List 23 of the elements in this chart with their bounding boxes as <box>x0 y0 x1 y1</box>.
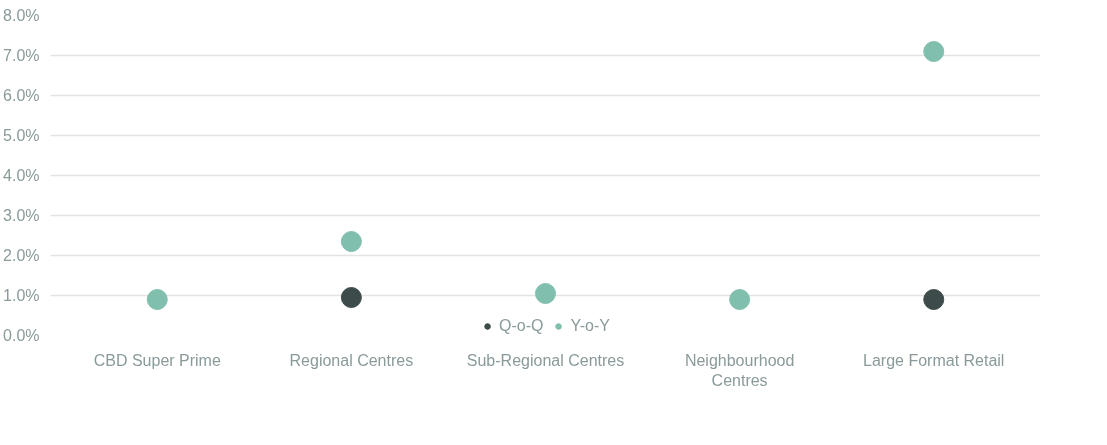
y-tick-label: 2.0% <box>3 247 40 264</box>
y-tick-label: 6.0% <box>3 87 40 104</box>
x-tick-label: Sub-Regional Centres <box>466 351 625 369</box>
point <box>146 289 168 310</box>
y-tick-label: 0.0% <box>3 327 40 344</box>
y-tick-label: 7.0% <box>3 47 40 64</box>
x-tick-label: Neighbourhood Centres <box>684 351 795 389</box>
y-tick-label: 3.0% <box>3 207 40 224</box>
point <box>729 289 751 310</box>
point <box>535 283 556 304</box>
y-tick-label: 5.0% <box>3 127 40 144</box>
legend-label: Q-o-Q <box>499 317 544 335</box>
point <box>923 41 945 62</box>
y-tick-label: 8.0% <box>3 7 40 24</box>
point <box>340 287 362 308</box>
point <box>340 231 362 252</box>
point <box>923 289 945 310</box>
y-tick-label: 4.0% <box>3 167 40 184</box>
y-tick-label: 1.0% <box>3 287 40 304</box>
x-tick-label: Large Format Retail <box>863 351 1005 369</box>
x-tick-label: CBD Super Prime <box>93 351 221 369</box>
legend-label: Y-o-Y <box>570 317 610 335</box>
x-tick-label: Regional Centres <box>289 351 414 369</box>
